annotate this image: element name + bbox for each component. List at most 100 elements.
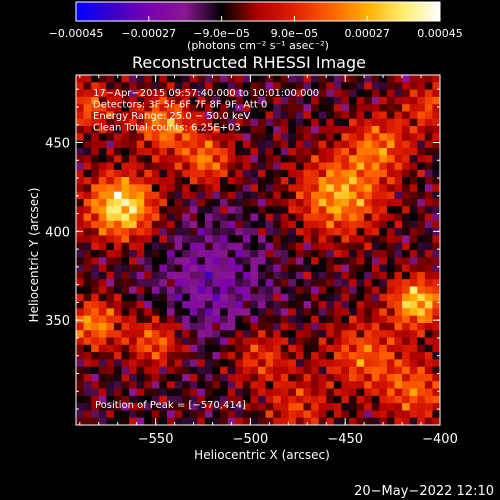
heatmap-cell: [113, 177, 122, 185]
heatmap-cell: [303, 184, 312, 193]
heatmap-cell: [258, 286, 267, 295]
image-annotations: 17−Apr−2015 09:57:40.000 to 10:01:00.000…: [93, 88, 319, 134]
heatmap-cell: [129, 250, 138, 258]
heatmap-cell: [341, 352, 350, 360]
heatmap-cell: [371, 177, 380, 185]
heatmap-cell: [288, 118, 297, 127]
heatmap-cell: [417, 308, 426, 317]
heatmap-cell: [326, 82, 335, 91]
heatmap-cell: [311, 242, 320, 251]
heatmap-cell: [386, 111, 395, 120]
heatmap-cell: [121, 403, 130, 411]
heatmap-cell: [432, 417, 441, 426]
heatmap-cell: [333, 235, 342, 244]
heatmap-cell: [349, 177, 358, 185]
heatmap-cell: [371, 250, 380, 258]
heatmap-cell: [394, 417, 403, 426]
heatmap-cell: [235, 155, 244, 163]
heatmap-cell: [121, 344, 130, 353]
heatmap-cell: [129, 301, 138, 309]
heatmap-cell: [265, 82, 274, 91]
heatmap-cell: [174, 206, 183, 215]
heatmap-cell: [364, 155, 373, 163]
heatmap-cell: [432, 198, 441, 207]
heatmap-cell: [280, 330, 289, 338]
heatmap-cell: [204, 133, 213, 142]
heatmap-cell: [235, 257, 244, 266]
heatmap-cell: [144, 322, 153, 331]
heatmap-cell: [326, 381, 335, 390]
heatmap-cell: [235, 301, 244, 309]
heatmap-cell: [220, 133, 229, 142]
heatmap-cell: [333, 395, 342, 404]
heatmap-cell: [288, 191, 297, 200]
heatmap-cell: [341, 315, 350, 324]
heatmap-cell: [144, 75, 153, 83]
heatmap-cell: [227, 250, 236, 258]
heatmap-cell: [356, 257, 365, 266]
heatmap-cell: [91, 279, 100, 287]
heatmap-cell: [379, 140, 388, 149]
heatmap-cell: [182, 147, 191, 156]
heatmap-cell: [295, 96, 304, 105]
annotation-line: Clean Total counts: 6.25E+03: [93, 123, 241, 134]
heatmap-cell: [182, 228, 191, 236]
heatmap-cell: [386, 330, 395, 338]
heatmap-cell: [242, 198, 251, 207]
heatmap-cell: [273, 118, 282, 127]
heatmap-cell: [136, 264, 145, 273]
heatmap-cell: [379, 395, 388, 404]
heatmap-cell: [295, 322, 304, 331]
heatmap-cell: [220, 82, 229, 91]
heatmap-cell: [159, 403, 168, 411]
heatmap-cell: [341, 330, 350, 338]
heatmap-cell: [356, 228, 365, 236]
heatmap-cell: [303, 155, 312, 163]
heatmap-cell: [333, 337, 342, 346]
heatmap-cell: [227, 410, 236, 419]
heatmap-cell: [83, 352, 92, 360]
heatmap-cell: [311, 344, 320, 353]
heatmap-cell: [189, 162, 198, 171]
heatmap-cell: [417, 271, 426, 280]
heatmap-cell: [318, 213, 327, 222]
heatmap-cell: [121, 417, 130, 426]
heatmap-cell: [159, 373, 168, 382]
heatmap-cell: [311, 220, 320, 229]
heatmap-cell: [349, 403, 358, 411]
heatmap-cell: [197, 257, 206, 266]
heatmap-cell: [182, 235, 191, 244]
heatmap-cell: [250, 257, 259, 266]
heatmap-cell: [326, 308, 335, 317]
heatmap-cell: [409, 359, 418, 368]
heatmap-cell: [409, 344, 418, 353]
heatmap-cell: [326, 271, 335, 280]
heatmap-cell: [121, 198, 130, 207]
heatmap-cell: [424, 271, 433, 280]
heatmap-cell: [242, 381, 251, 390]
heatmap-cell: [288, 315, 297, 324]
heatmap-cell: [326, 373, 335, 382]
heatmap-cell: [250, 344, 259, 353]
heatmap-cell: [106, 75, 115, 83]
heatmap-cell: [182, 293, 191, 302]
heatmap-cell: [83, 359, 92, 368]
heatmap-cell: [386, 118, 395, 127]
heatmap-cell: [356, 337, 365, 346]
heatmap-cell: [129, 140, 138, 149]
heatmap-cell: [106, 96, 115, 105]
heatmap-cell: [349, 147, 358, 156]
heatmap-cell: [136, 359, 145, 368]
heatmap-cell: [265, 89, 274, 98]
heatmap-cell: [379, 220, 388, 229]
heatmap-cell: [341, 147, 350, 156]
heatmap-cell: [394, 337, 403, 346]
heatmap-cell: [258, 322, 267, 331]
heatmap-cell: [182, 213, 191, 222]
heatmap-cell: [258, 410, 267, 419]
colorbar: −0.00045 −0.00027 −9.0e−05 9.0e−05 0.00027 0.…: [49, 1, 463, 52]
heatmap-cell: [227, 75, 236, 83]
heatmap-cell: [303, 417, 312, 426]
heatmap-cell: [356, 279, 365, 287]
heatmap-cell: [235, 169, 244, 178]
